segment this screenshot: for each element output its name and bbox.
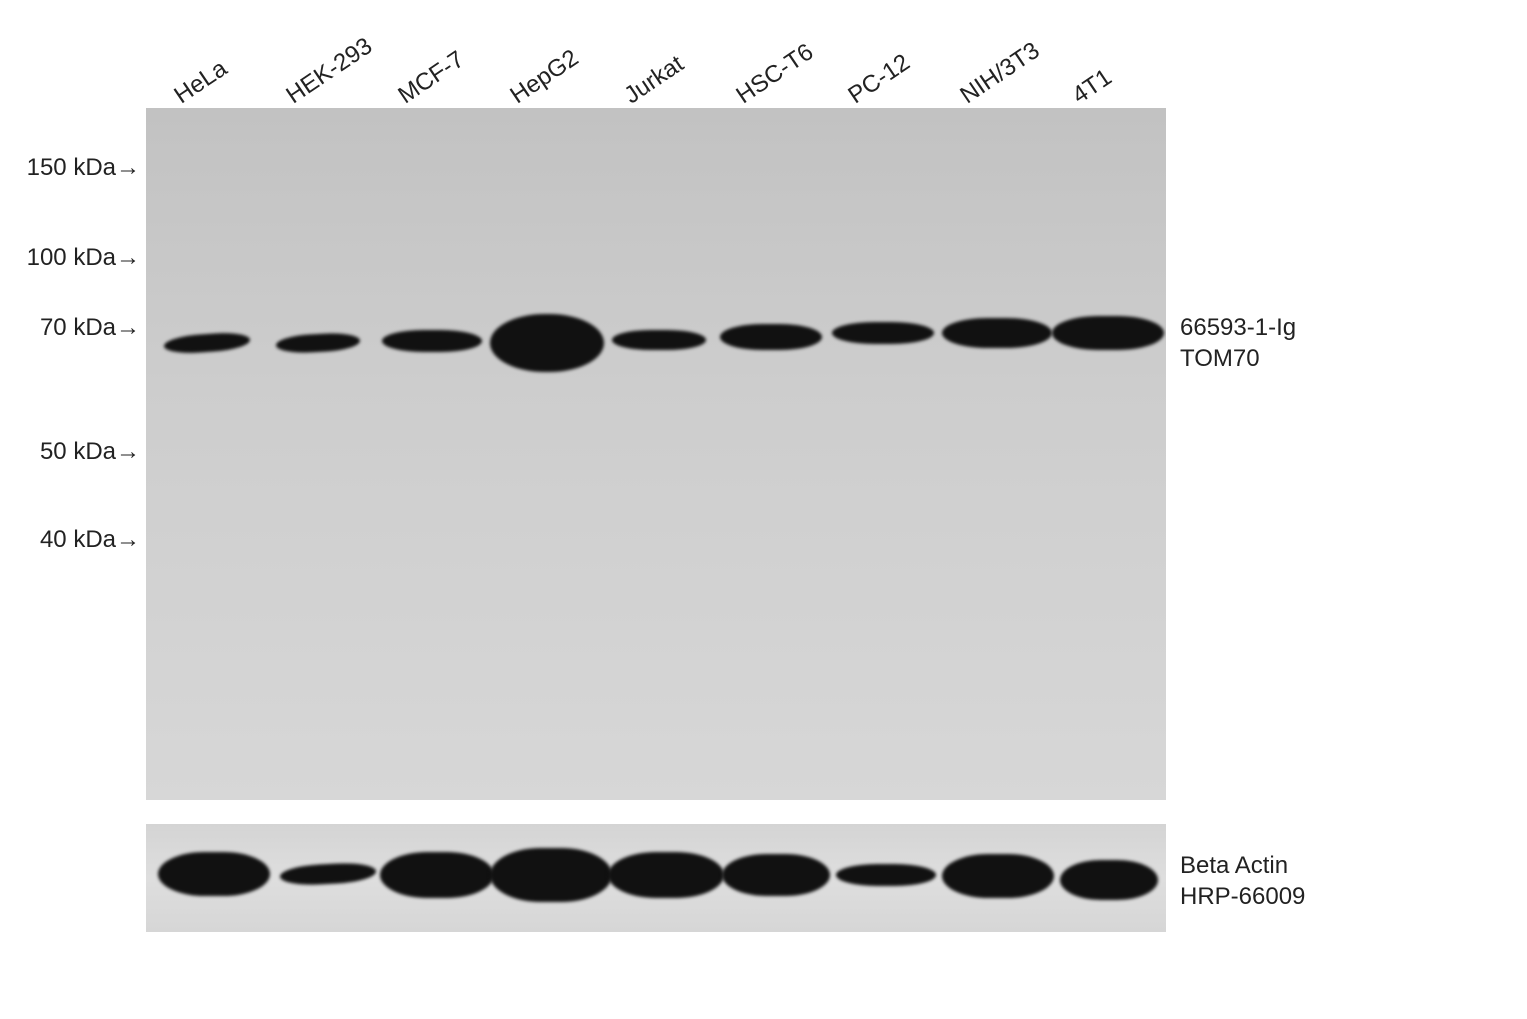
lane-label: MCF-7	[393, 46, 469, 110]
blot-band	[380, 852, 494, 898]
antibody-label-loading: Beta Actin HRP-66009	[1180, 850, 1305, 912]
blot-band	[832, 322, 934, 344]
main-blot-membrane: WWW.PTGLAB.COM	[146, 108, 1166, 800]
blot-band	[1060, 860, 1158, 900]
blot-band	[942, 318, 1052, 348]
lane-label: HSC-T6	[731, 38, 819, 110]
blot-band	[720, 324, 822, 350]
blot-band	[836, 864, 936, 886]
lane-label: Jurkat	[619, 50, 689, 110]
blot-band	[276, 332, 360, 354]
blot-band	[164, 331, 250, 355]
loading-catalog: HRP-66009	[1180, 881, 1305, 912]
blot-band	[382, 330, 482, 352]
loading-target: Beta Actin	[1180, 850, 1305, 881]
lane-labels-row: HeLa HEK-293 MCF-7 HepG2 Jurkat HSC-T6 P…	[155, 10, 1165, 110]
mw-marker: 50 kDa→	[40, 438, 140, 466]
blot-band	[1052, 316, 1164, 350]
lane-label: HeLa	[169, 55, 232, 110]
lane-label: HEK-293	[281, 32, 377, 110]
blot-band	[490, 314, 604, 372]
mw-marker: 150 kDa→	[27, 154, 140, 182]
loading-control-membrane	[146, 824, 1166, 932]
mw-marker: 40 kDa→	[40, 526, 140, 554]
blot-band	[280, 861, 376, 886]
blot-band	[158, 852, 270, 896]
lane-label: 4T1	[1067, 64, 1117, 110]
lane-label: NIH/3T3	[955, 37, 1045, 110]
antibody-label-main: 66593-1-Ig TOM70	[1180, 312, 1296, 374]
lane-label: HepG2	[505, 44, 584, 110]
antibody-catalog: 66593-1-Ig	[1180, 312, 1296, 343]
antibody-target: TOM70	[1180, 343, 1296, 374]
mw-marker: 70 kDa→	[40, 314, 140, 342]
western-blot-figure: HeLa HEK-293 MCF-7 HepG2 Jurkat HSC-T6 P…	[0, 0, 1527, 1019]
blot-band	[942, 854, 1054, 898]
blot-band	[722, 854, 830, 896]
lane-label: PC-12	[843, 49, 915, 110]
blot-band	[612, 330, 706, 350]
blot-band	[608, 852, 724, 898]
blot-band	[490, 848, 612, 902]
mw-marker: 100 kDa→	[27, 244, 140, 272]
mw-marker-column: 150 kDa→ 100 kDa→ 70 kDa→ 50 kDa→ 40 kDa…	[0, 108, 146, 800]
